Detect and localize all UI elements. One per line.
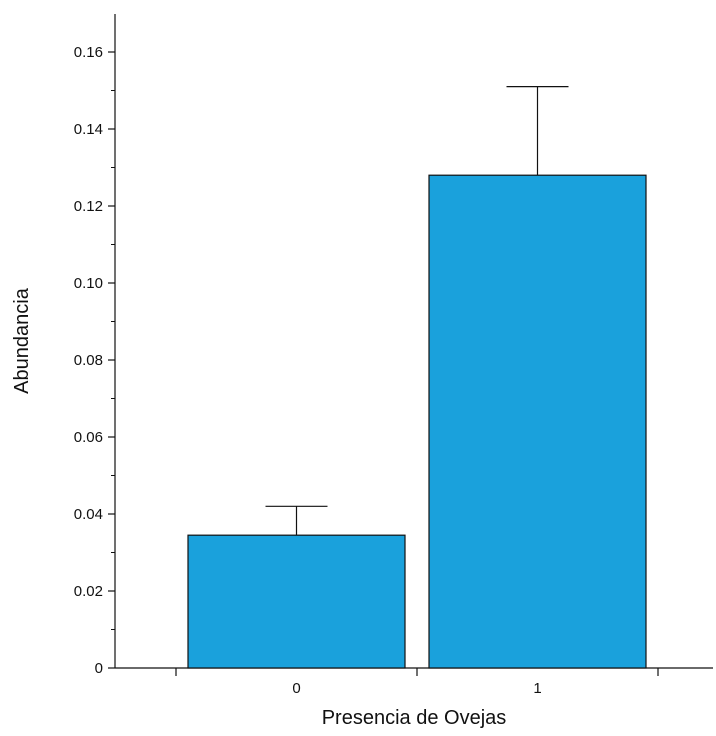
y-ticks: 0 0.02 0.04 0.06 0.08 0.10 0.12 0.14 0.16 bbox=[74, 44, 115, 677]
bar-0 bbox=[187, 534, 406, 669]
y-tick-label: 0 bbox=[95, 660, 103, 677]
y-tick-label: 0.14 bbox=[74, 121, 103, 138]
x-axis-title: Presencia de Ovejas bbox=[322, 707, 507, 729]
x-tick-label: 0 bbox=[292, 680, 300, 697]
error-bars bbox=[265, 86, 569, 536]
y-tick-label: 0.02 bbox=[74, 583, 103, 600]
y-tick-label: 0.06 bbox=[74, 429, 103, 446]
y-tick-label: 0.04 bbox=[74, 506, 103, 523]
y-tick-label: 0.16 bbox=[74, 44, 103, 61]
bar-1 bbox=[428, 174, 647, 669]
bars bbox=[187, 174, 647, 669]
y-axis-title: Abundancia bbox=[11, 287, 33, 394]
y-tick-label: 0.08 bbox=[74, 352, 103, 369]
x-tick-label: 1 bbox=[533, 680, 541, 697]
y-tick-label: 0.12 bbox=[74, 198, 103, 215]
y-tick-label: 0.10 bbox=[74, 275, 103, 292]
